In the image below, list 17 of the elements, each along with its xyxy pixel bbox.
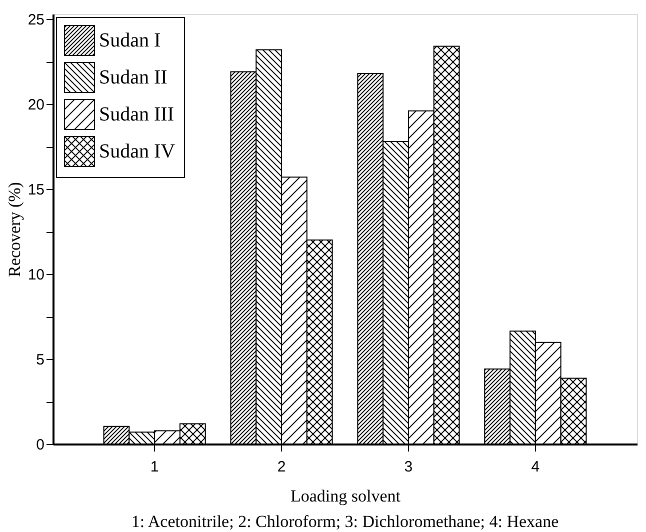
x-tick-label: 1 bbox=[150, 458, 159, 476]
x-tick-label: 3 bbox=[404, 458, 413, 476]
x-tick-label: 2 bbox=[277, 458, 286, 476]
text: 1: Acetonitrile; 2: Chloroform; 3: Dichloromethane; 4: Hexane bbox=[131, 512, 559, 531]
x-tick-label: 4 bbox=[531, 458, 540, 476]
y-tick-label: 25 bbox=[28, 12, 44, 29]
legend-label: Sudan III bbox=[99, 104, 174, 126]
y-tick-label: 0 bbox=[36, 436, 44, 454]
y-axis-title: Recovery (%) bbox=[4, 182, 24, 277]
legend-label: Sudan II bbox=[99, 66, 168, 88]
legend-label: Sudan IV bbox=[99, 140, 176, 162]
legend-label: Sudan I bbox=[99, 30, 161, 52]
y-tick-label: 15 bbox=[28, 182, 44, 199]
y-tick-label: 10 bbox=[28, 266, 44, 284]
y-tick-label: 20 bbox=[28, 96, 44, 114]
y-tick-label: 5 bbox=[36, 352, 44, 369]
x-axis-title: Loading solvent bbox=[290, 486, 401, 506]
